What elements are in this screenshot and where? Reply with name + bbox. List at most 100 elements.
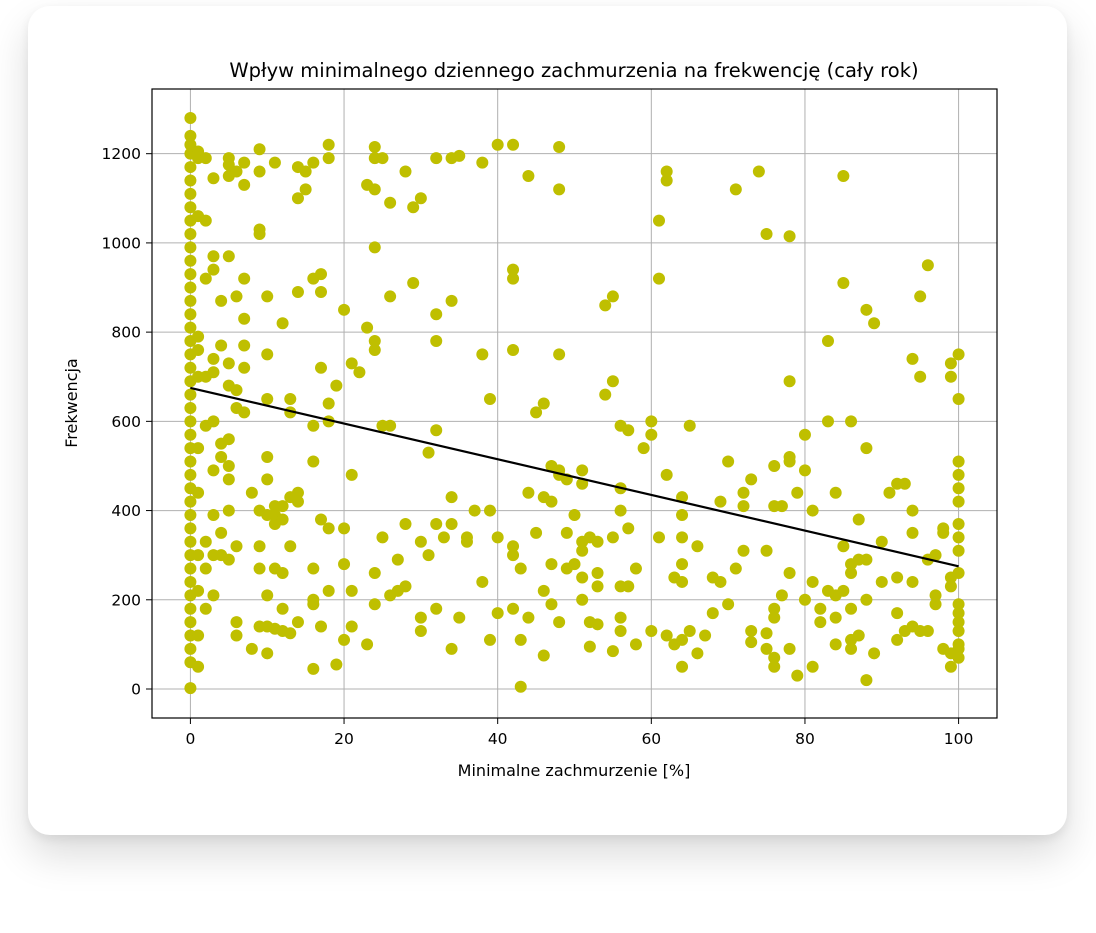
data-point [576,593,589,606]
data-point [653,272,665,285]
data-point [676,558,689,571]
data-point [284,393,297,406]
data-point [368,241,381,254]
data-point [315,361,327,374]
x-tick-label: 20 [334,730,354,748]
data-point [345,357,358,370]
data-point [315,620,327,633]
data-point [860,553,873,566]
data-point [307,455,320,468]
data-point [368,335,381,348]
data-point [184,361,197,374]
data-point [414,535,427,548]
y-tick-label: 0 [131,681,141,699]
data-point [837,277,850,290]
data-point [368,183,381,196]
data-point [568,558,581,571]
data-point [745,473,758,486]
data-point [614,611,627,624]
data-point [384,196,397,209]
data-point [407,277,420,290]
data-point [345,584,358,597]
data-point [622,580,635,593]
data-point [906,352,919,365]
data-point [199,214,212,227]
data-point [476,575,489,588]
data-point [952,393,965,406]
data-point [576,571,589,584]
data-point [468,504,481,517]
data-point [184,616,197,629]
data-point [952,625,965,638]
data-point [199,152,212,165]
data-point [714,495,727,508]
data-point [184,575,197,588]
data-point [914,370,927,383]
data-point [238,339,251,352]
data-point [253,540,266,553]
data-point [952,517,965,530]
data-point [338,303,351,316]
data-point [891,607,904,620]
data-point [883,486,896,499]
data-point [545,558,558,571]
data-point [591,618,604,631]
data-point [368,567,381,580]
data-point [937,522,950,535]
data-point [184,268,197,281]
data-point [507,263,520,276]
data-point [184,321,197,334]
x-tick-label: 60 [641,730,661,748]
x-axis-ticks: 0 20 40 60 80 100 [185,718,973,748]
data-point [676,660,689,673]
data-point [906,504,919,517]
data-point [184,281,197,294]
data-point [737,500,750,513]
data-point [629,562,642,575]
plot-frame [151,88,998,719]
data-point [315,513,327,526]
data-point [537,397,550,410]
data-point [215,526,228,539]
data-point [944,370,957,383]
data-point [507,549,520,562]
data-point [192,330,205,343]
y-tick-label: 600 [111,413,141,431]
data-point [768,602,781,615]
data-point [952,607,965,620]
data-point [253,165,266,178]
data-point [261,647,274,660]
data-point [230,290,243,303]
data-point [868,317,881,330]
data-point [453,611,466,624]
data-point [583,640,596,653]
data-point [299,183,312,196]
data-point [445,517,458,530]
data-point [591,535,604,548]
data-point [184,254,197,267]
data-point [422,549,435,562]
data-point [645,415,658,428]
x-tick-label: 0 [185,730,195,748]
y-tick-label: 400 [111,502,141,520]
data-point [245,486,258,499]
data-point [891,633,904,646]
data-point [245,642,258,655]
data-point [368,598,381,611]
y-axis-ticks: 0 200 400 600 800 1000 1200 [102,145,152,699]
data-point [760,627,773,640]
data-point [637,442,650,455]
data-point [399,580,412,593]
data-point [783,567,796,580]
data-point [629,638,642,651]
data-point [952,598,965,611]
data-point [338,633,351,646]
data-point [414,611,427,624]
data-point [691,540,704,553]
data-point [230,165,243,178]
data-point [261,589,274,602]
data-point [307,562,320,575]
data-point [514,562,527,575]
data-point [491,531,504,544]
data-point [722,455,735,468]
